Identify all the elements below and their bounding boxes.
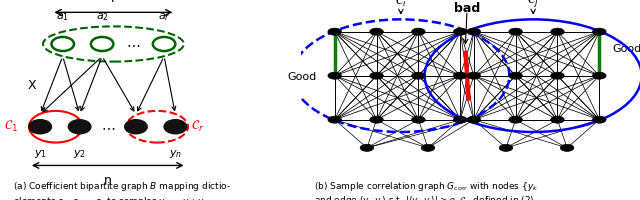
Circle shape (328, 28, 342, 35)
Circle shape (499, 144, 513, 151)
Circle shape (328, 116, 342, 123)
Circle shape (164, 120, 187, 134)
Circle shape (91, 37, 113, 51)
Circle shape (550, 116, 564, 123)
Text: $\cdots$: $\cdots$ (100, 120, 115, 134)
Circle shape (412, 116, 425, 123)
Circle shape (550, 72, 564, 79)
Circle shape (467, 116, 481, 123)
Circle shape (125, 120, 147, 134)
Circle shape (68, 120, 91, 134)
Text: r: r (111, 0, 116, 5)
Circle shape (593, 28, 606, 35)
Text: $\mathcal{C}_i$: $\mathcal{C}_i$ (395, 0, 406, 9)
Circle shape (29, 120, 51, 134)
Text: $a_1$: $a_1$ (56, 11, 69, 23)
Circle shape (467, 28, 481, 35)
Circle shape (370, 72, 383, 79)
Circle shape (593, 72, 606, 79)
Text: X: X (28, 79, 36, 92)
Circle shape (412, 72, 425, 79)
Circle shape (453, 72, 467, 79)
Circle shape (593, 116, 606, 123)
Text: $\mathcal{C}_j$: $\mathcal{C}_j$ (527, 0, 539, 9)
Circle shape (509, 116, 522, 123)
Text: $\cdots$: $\cdots$ (126, 37, 140, 51)
Circle shape (467, 72, 481, 79)
Text: (b) Sample correlation graph $G_{\rm corr}$ with nodes $\{y_k$
and edge $(y_i,y_: (b) Sample correlation graph $G_{\rm cor… (314, 180, 538, 200)
Text: Good: Good (287, 72, 317, 82)
Text: bad: bad (454, 2, 480, 15)
Circle shape (412, 28, 425, 35)
Circle shape (421, 144, 435, 151)
Circle shape (453, 116, 467, 123)
Circle shape (370, 116, 383, 123)
Circle shape (328, 72, 342, 79)
Circle shape (509, 72, 522, 79)
Circle shape (370, 28, 383, 35)
Circle shape (453, 28, 467, 35)
Circle shape (509, 28, 522, 35)
Circle shape (360, 144, 374, 151)
Circle shape (550, 28, 564, 35)
Text: (a) Coefficient bipartite graph $B$ mapping dictio-
elements $a_1,a_2,\ldots a_r: (a) Coefficient bipartite graph $B$ mapp… (13, 180, 231, 200)
Text: Good: Good (613, 44, 640, 54)
Circle shape (560, 144, 574, 151)
Text: $a_2$: $a_2$ (95, 11, 109, 23)
Circle shape (153, 37, 175, 51)
Text: $\mathcal{C}_1$: $\mathcal{C}_1$ (4, 119, 18, 134)
Text: $y_2$: $y_2$ (73, 148, 86, 160)
Text: $a_r$: $a_r$ (158, 11, 170, 23)
Circle shape (51, 37, 74, 51)
Text: $\mathcal{C}_r$: $\mathcal{C}_r$ (191, 119, 204, 134)
Text: $y_1$: $y_1$ (34, 148, 47, 160)
Text: $y_n$: $y_n$ (169, 148, 182, 160)
Text: n: n (104, 174, 112, 187)
